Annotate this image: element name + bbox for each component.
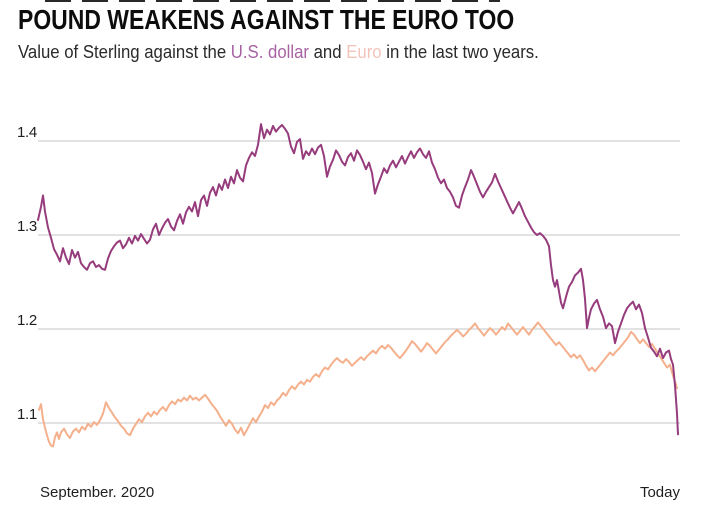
y-tick-1-1: 1.1 [17,406,37,423]
x-axis-end-label: Today [639,484,680,501]
euro-series-label: Euro [346,42,382,62]
chart-title: POUND WEAKENS AGAINST THE EURO TOO [18,4,515,35]
y-tick-1-2: 1.2 [17,312,37,329]
subtitle-prefix: Value of Sterling against the [18,42,231,62]
usd-series-label: U.S. dollar [230,42,309,62]
subtitle-suffix: in the last two years. [381,42,539,62]
y-tick-1-4: 1.4 [17,124,37,141]
x-axis-start-label: September. 2020 [40,484,155,501]
subtitle-conjunction: and [308,42,347,62]
cropped-text-remnant [45,0,500,2]
y-tick-1-3: 1.3 [17,218,37,235]
chart-subtitle: Value of Sterling against the U.S. dolla… [18,41,539,64]
